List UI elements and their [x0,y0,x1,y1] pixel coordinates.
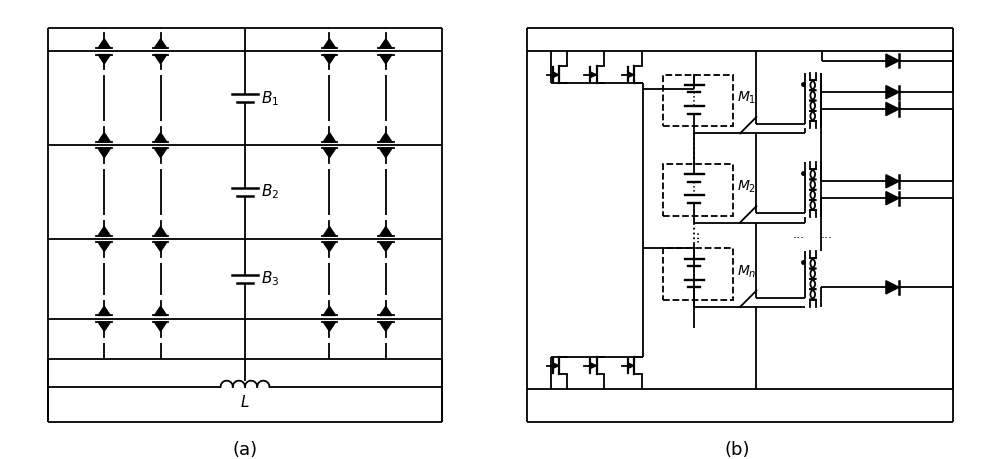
Polygon shape [628,72,634,78]
Polygon shape [886,191,899,205]
Text: ...: ... [821,228,833,241]
Polygon shape [154,242,167,252]
Polygon shape [98,39,110,48]
Polygon shape [323,55,336,64]
Polygon shape [98,55,110,64]
Polygon shape [380,55,392,64]
Text: $M_1$: $M_1$ [737,90,756,106]
Polygon shape [323,306,336,315]
Text: $B_3$: $B_3$ [261,269,280,288]
Polygon shape [323,227,336,236]
Polygon shape [323,39,336,48]
Polygon shape [154,55,167,64]
Polygon shape [380,148,392,157]
Polygon shape [154,39,167,48]
Polygon shape [98,242,110,252]
Polygon shape [154,227,167,236]
Polygon shape [590,72,596,78]
Polygon shape [886,54,899,67]
Bar [663,248,733,300]
Polygon shape [154,322,167,331]
Polygon shape [886,102,899,116]
Text: $M_2$: $M_2$ [737,179,756,196]
Text: $L$: $L$ [240,394,250,410]
Polygon shape [323,148,336,157]
Polygon shape [380,322,392,331]
Polygon shape [98,133,110,142]
Polygon shape [380,227,392,236]
Polygon shape [323,133,336,142]
Bar [663,75,733,126]
Polygon shape [154,306,167,315]
Polygon shape [886,85,899,99]
Polygon shape [154,148,167,157]
Text: ...: ... [687,229,701,242]
Polygon shape [98,148,110,157]
Polygon shape [98,227,110,236]
Polygon shape [154,133,167,142]
Text: $M_n$: $M_n$ [737,263,756,280]
Polygon shape [553,72,559,78]
Polygon shape [98,306,110,315]
Text: $B_1$: $B_1$ [261,89,280,107]
Polygon shape [323,322,336,331]
Polygon shape [553,363,559,369]
Polygon shape [886,281,899,294]
Text: ...: ... [793,228,805,241]
Text: (b): (b) [725,441,750,459]
Text: $B_2$: $B_2$ [261,183,280,202]
Polygon shape [380,242,392,252]
Polygon shape [323,242,336,252]
Polygon shape [628,363,634,369]
Bar [663,164,733,216]
Polygon shape [380,39,392,48]
Polygon shape [380,133,392,142]
Polygon shape [590,363,596,369]
Polygon shape [886,175,899,188]
Polygon shape [380,306,392,315]
Polygon shape [98,322,110,331]
Text: (a): (a) [232,441,258,459]
